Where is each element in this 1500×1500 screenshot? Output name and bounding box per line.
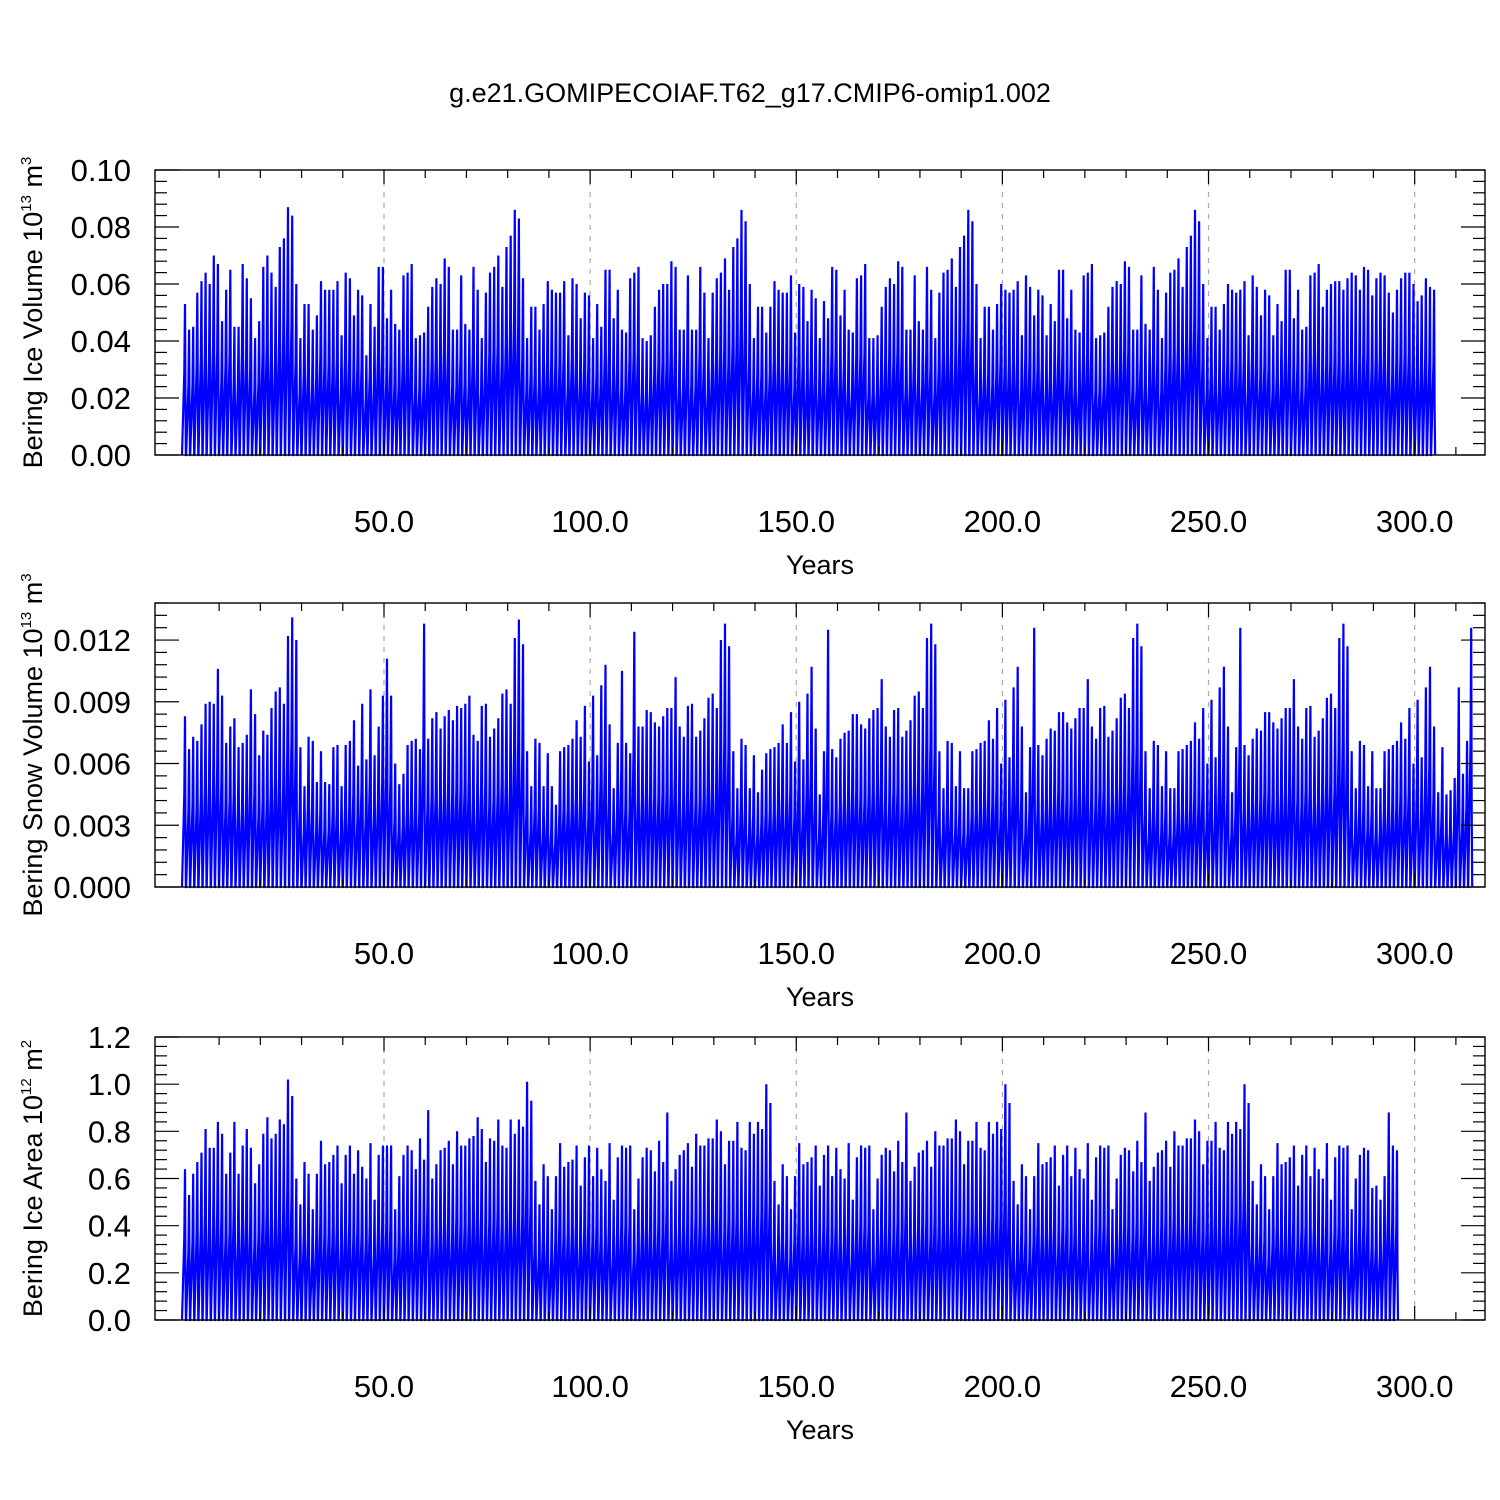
y-tick-label: 0.08: [71, 210, 131, 245]
x-tick-label: 250.0: [1170, 504, 1248, 539]
y-tick-label: 0.02: [71, 381, 131, 416]
x-tick-label: 150.0: [757, 1369, 835, 1404]
y-tick-label: 1.2: [88, 1020, 131, 1055]
x-tick-label: 100.0: [551, 1369, 629, 1404]
x-tick-label: 300.0: [1376, 1369, 1454, 1404]
x-tick-label: 150.0: [757, 936, 835, 971]
y-axis-title-text: Bering Ice Area 10: [18, 1095, 48, 1317]
y-axis-title-unit: m: [18, 582, 48, 612]
y-tick-label: 0.012: [53, 623, 131, 658]
y-axis-title-exponent: 12: [18, 1078, 35, 1095]
x-tick-label: 300.0: [1376, 936, 1454, 971]
panel-1: 0.00 0.02 0.04 0.06 0.08 0.10 50.0 100.0 150.0 20…: [18, 153, 1486, 580]
y-axis-title: Bering Snow Volume 1013 m3: [18, 573, 48, 916]
y-tick-label: 0.10: [71, 153, 131, 188]
y-tick-label: 0.04: [71, 324, 131, 359]
panel-3: 0.0 0.2 0.4 0.6 0.8 1.0 1.2 50.0 100.0 150.0 200.0…: [18, 1020, 1486, 1445]
series-line: [180, 1079, 1400, 1322]
x-tick-label: 50.0: [354, 1369, 414, 1404]
x-axis-title: Years: [786, 550, 854, 580]
y-axis-title-exponent: 13: [18, 612, 35, 629]
x-axis-title: Years: [786, 982, 854, 1012]
y-axis-title-text: Bering Ice Volume 10: [18, 212, 48, 469]
y-axis-title: Bering Ice Area 1012 m2: [18, 1040, 48, 1317]
y-tick-label: 0.06: [71, 267, 131, 302]
page-title: g.e21.GOMIPECOIAF.T62_g17.CMIP6-omip1.00…: [449, 78, 1051, 108]
x-tick-label: 150.0: [757, 504, 835, 539]
x-axis-title: Years: [786, 1415, 854, 1445]
y-axis-title-text: Bering Snow Volume 10: [18, 628, 48, 916]
y-axis-title-unit-exponent: 2: [18, 1040, 35, 1048]
y-axis-title-unit-exponent: 3: [18, 157, 35, 165]
y-tick-label: 0.8: [88, 1114, 131, 1149]
x-tick-label: 50.0: [354, 504, 414, 539]
y-axis-title-unit: m: [18, 1048, 48, 1078]
x-tick-label: 50.0: [354, 936, 414, 971]
panel-2: 0.000 0.003 0.006 0.009 0.012 50.0 100.0 150.0 2…: [18, 573, 1486, 1012]
y-tick-label: 0.2: [88, 1256, 131, 1291]
plot-frame: [154, 169, 1486, 456]
x-tick-label: 200.0: [964, 936, 1042, 971]
y-axis-title-unit: m: [18, 165, 48, 195]
series-line: [180, 617, 1474, 889]
y-tick-label: 0.006: [53, 747, 131, 782]
y-axis-title-unit-exponent: 3: [18, 573, 35, 581]
y-tick-label: 0.003: [53, 808, 131, 843]
series-line: [180, 207, 1437, 457]
x-tick-label: 200.0: [964, 504, 1042, 539]
x-tick-label: 100.0: [551, 936, 629, 971]
x-tick-label: 200.0: [964, 1369, 1042, 1404]
x-tick-label: 300.0: [1376, 504, 1454, 539]
y-tick-label: 1.0: [88, 1067, 131, 1102]
y-tick-label: 0.00: [71, 438, 131, 473]
x-tick-label: 250.0: [1170, 1369, 1248, 1404]
x-tick-label: 250.0: [1170, 936, 1248, 971]
y-axis-title-exponent: 13: [18, 195, 35, 212]
y-axis-title: Bering Ice Volume 1013 m3: [18, 157, 48, 469]
y-tick-label: 0.009: [53, 685, 131, 720]
y-tick-label: 0.4: [88, 1209, 131, 1244]
y-tick-label: 0.000: [53, 870, 131, 905]
x-tick-label: 100.0: [551, 504, 629, 539]
y-tick-label: 0.6: [88, 1162, 131, 1197]
y-tick-label: 0.0: [88, 1303, 131, 1338]
plot-frame: [154, 602, 1486, 888]
